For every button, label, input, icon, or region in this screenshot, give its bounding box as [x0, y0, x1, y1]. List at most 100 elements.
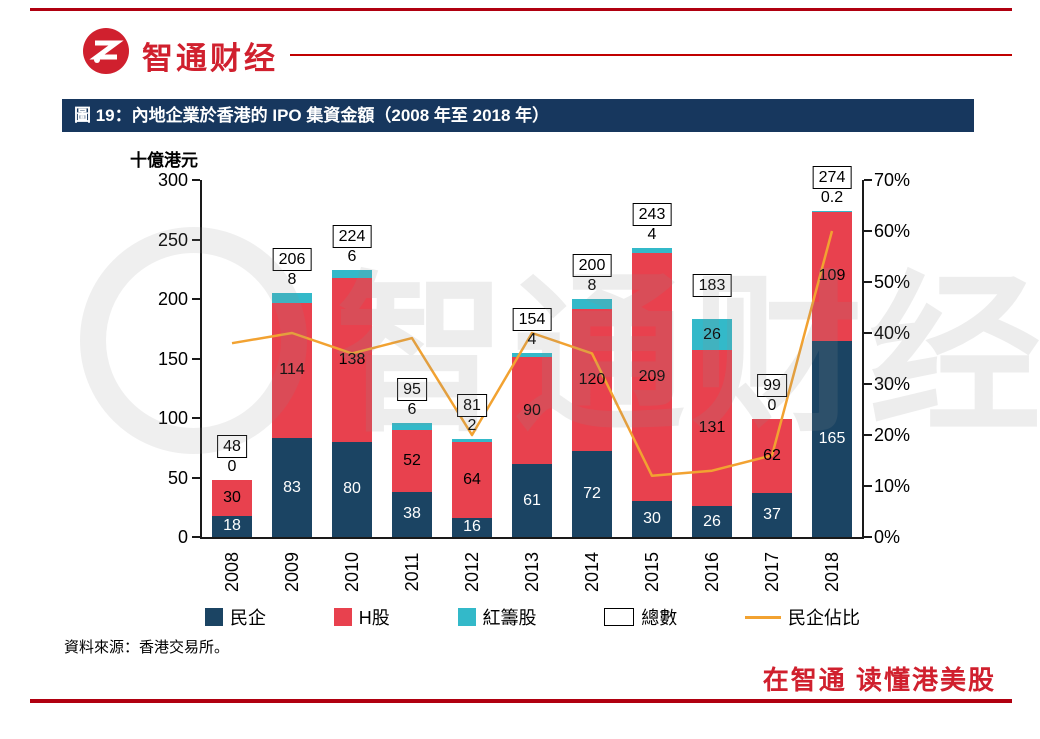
- right-axis-tick-mark: [864, 230, 872, 232]
- bar-total-label: 224: [332, 225, 372, 249]
- left-axis-tick-label: 200: [157, 289, 188, 309]
- source-note: 資料來源：香港交易所。: [64, 639, 230, 656]
- x-axis-label-2008: 2008: [222, 551, 242, 593]
- left-axis-tick-label: 250: [157, 229, 188, 250]
- bar-segment-private-enterprise: [812, 340, 852, 537]
- left-axis-tick-label: 0: [177, 527, 188, 547]
- bar-segment-red-chip: [392, 422, 432, 430]
- bar-segment-h-share: [512, 357, 552, 465]
- bar-segment-private-enterprise: [452, 517, 492, 537]
- left-axis-tick-mark: [192, 357, 200, 360]
- bar-value-label-h-share: 52: [403, 451, 421, 469]
- right-axis-tick-mark: [864, 536, 872, 538]
- legend-item-h-share: H股: [333, 604, 390, 630]
- bar-column-2009: 83 114 8 206: [262, 180, 322, 537]
- bar-value-label-red-chip: 0: [227, 457, 237, 475]
- bar-total-label: 243: [632, 202, 672, 226]
- left-axis-tick-mark: [192, 417, 200, 419]
- legend-label-total: 總數: [641, 608, 678, 628]
- bar-value-label-h-share: 114: [279, 361, 305, 379]
- bar-total-label: 81: [457, 394, 487, 418]
- bar-segment-private-enterprise: [272, 438, 312, 537]
- figure-title: 圖 19：內地企業於香港的 IPO 集資金額（2008 年至 2018 年）: [62, 99, 974, 132]
- legend-label-ratio: 民企佔比: [788, 608, 860, 628]
- bar-value-label-private-enterprise: 83: [283, 478, 301, 496]
- bar-segment-private-enterprise: [392, 491, 432, 537]
- bar-value-label-red-chip: 8: [287, 271, 297, 289]
- right-axis-tick-label: 10%: [874, 476, 911, 496]
- bar-value-label-h-share: 131: [698, 419, 726, 437]
- bar-segment-private-enterprise: [692, 506, 732, 537]
- x-axis-label-2013: 2013: [522, 551, 542, 593]
- bar-segment-h-share: [332, 277, 372, 442]
- right-axis-tick-mark: [864, 383, 872, 385]
- bar-total-label: 183: [692, 274, 732, 298]
- x-axis-label-2009: 2009: [282, 551, 302, 593]
- right-axis-tick-mark: [864, 332, 872, 334]
- bar-value-label-h-share: 209: [638, 367, 666, 385]
- bar-segment-private-enterprise: [512, 464, 552, 537]
- bar-value-label-red-chip: 6: [407, 400, 417, 418]
- right-axis-tick-label: 50%: [874, 272, 911, 292]
- bar-segment-private-enterprise: [752, 492, 792, 537]
- x-axis-label-2010: 2010: [342, 551, 362, 593]
- bar-value-label-h-share: 64: [463, 470, 481, 488]
- right-axis-tick-label: 40%: [874, 323, 911, 343]
- legend-swatch-total: [604, 608, 635, 626]
- bar-column-2010: 80 138 6 224: [322, 180, 382, 537]
- bar-segment-private-enterprise: [632, 501, 672, 537]
- left-axis-tick-label: 150: [157, 348, 188, 369]
- bar-value-label-private-enterprise: 26: [703, 512, 721, 530]
- bar-column-2011: 38 52 6 95: [382, 180, 442, 537]
- bar-value-label-red-chip: 2: [467, 417, 477, 435]
- bar-value-label-h-share: 120: [578, 370, 606, 388]
- legend-swatch-red-chip: [457, 608, 476, 626]
- legend-label-red-chip: 紅籌股: [482, 608, 537, 628]
- ratio-line-layer: [231, 230, 834, 478]
- bar-value-label-red-chip: 4: [647, 225, 657, 243]
- right-axis-tick-label: 30%: [874, 374, 911, 394]
- x-axis-label-2015: 2015: [642, 551, 662, 593]
- right-axis-tick-mark: [864, 281, 872, 283]
- right-axis-tick-mark: [864, 434, 872, 436]
- legend-item-total: 總數: [604, 604, 677, 630]
- left-axis-tick-label: 100: [157, 408, 188, 428]
- bar-total-label: 274: [812, 165, 852, 189]
- bar-segment-red-chip: [332, 270, 372, 278]
- bar-segment-private-enterprise: [212, 515, 252, 537]
- right-axis-tick-mark: [864, 485, 872, 487]
- bar-segment-red-chip: [272, 293, 312, 303]
- bar-segment-h-share: [212, 479, 252, 516]
- bar-segment-h-share: [632, 252, 672, 502]
- bottom-border-line: [30, 699, 1012, 703]
- bar-value-label-private-enterprise: 61: [523, 491, 541, 509]
- bar-total-label: 206: [272, 248, 312, 272]
- chart-legend: 民企 H股 紅籌股 總數 民企佔比: [205, 604, 860, 630]
- bar-total-label: 200: [572, 254, 612, 277]
- bar-value-label-private-enterprise: 38: [403, 505, 421, 523]
- bar-value-label-h-share: 138: [338, 350, 366, 368]
- right-axis-tick-label: 0%: [874, 527, 901, 547]
- x-axis-label-2016: 2016: [702, 551, 722, 593]
- bar-value-label-red-chip: 4: [527, 330, 537, 348]
- left-axis-tick-mark: [192, 179, 200, 181]
- bar-segment-red-chip: [452, 439, 492, 442]
- bar-column-2014: 72 120 8 200: [562, 180, 622, 537]
- right-axis-tick-label: 60%: [874, 221, 911, 241]
- brand-name: 智通财经: [142, 41, 278, 76]
- bar-segment-red-chip: [632, 247, 672, 253]
- bar-value-label-red-chip: 0: [767, 397, 777, 415]
- left-axis-tick-mark: [192, 298, 200, 300]
- footer-slogan: 在智通 读懂港美股: [762, 665, 996, 695]
- x-axis-label-2012: 2012: [462, 551, 482, 593]
- legend-item-private-enterprise: 民企: [205, 604, 266, 630]
- left-axis-tick-mark: [192, 476, 200, 479]
- bar-total-label: 95: [397, 377, 427, 401]
- bar-segment-private-enterprise: [332, 441, 372, 537]
- bar-segment-private-enterprise: [572, 451, 612, 537]
- x-axis-label-2017: 2017: [762, 551, 782, 593]
- bar-segment-h-share: [272, 302, 312, 439]
- left-axis-tick-label: 300: [157, 170, 188, 190]
- right-axis-tick-mark: [864, 179, 872, 181]
